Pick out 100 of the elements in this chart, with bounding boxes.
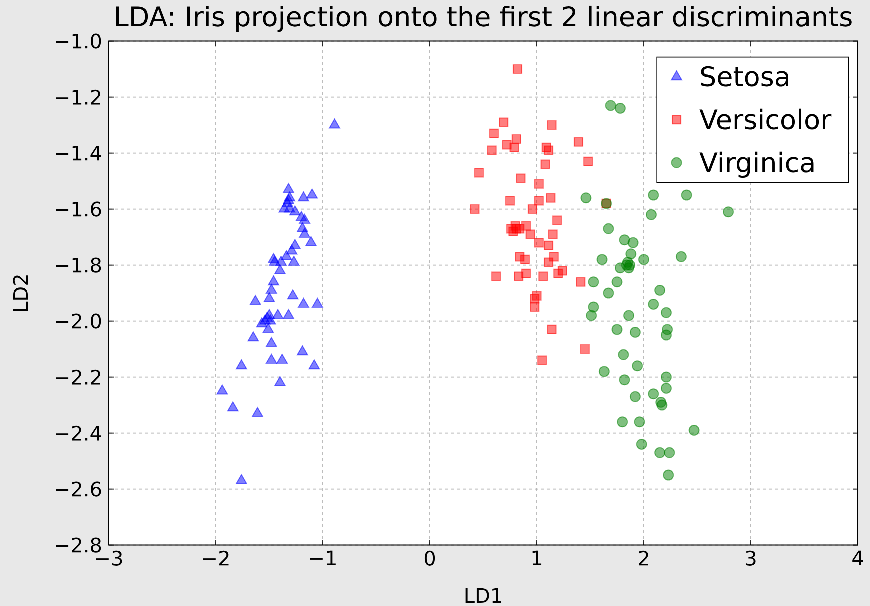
point: [624, 310, 635, 322]
point: [638, 254, 650, 266]
point: [660, 307, 672, 318]
point: [626, 248, 637, 260]
point: [603, 288, 614, 299]
point: [538, 272, 548, 282]
point: [470, 204, 480, 214]
point: [596, 254, 608, 266]
point: [266, 284, 278, 294]
point: [312, 298, 324, 308]
y-tick-label: −2.6: [56, 482, 102, 497]
point: [329, 118, 340, 129]
point: [274, 376, 286, 386]
point: [284, 192, 296, 202]
x-axis-title: LD1: [466, 588, 502, 603]
point: [520, 254, 530, 264]
y-tick-label: −1.6: [56, 202, 102, 217]
y-tick-label: −2.8: [56, 538, 102, 553]
point: [654, 285, 666, 296]
y-axis-title: LD2: [13, 276, 28, 311]
point: [598, 366, 610, 378]
x-tick-label: −2: [203, 550, 229, 566]
point: [492, 272, 502, 282]
point: [660, 383, 672, 394]
point: [538, 356, 548, 366]
point: [308, 360, 320, 370]
point: [654, 447, 666, 458]
point: [618, 349, 630, 360]
point: [530, 302, 540, 312]
point: [540, 160, 550, 170]
point: [306, 236, 317, 246]
point: [648, 388, 660, 400]
legend-label: Versicolor: [700, 108, 832, 130]
point: [264, 292, 276, 302]
point: [268, 276, 280, 286]
y-tick-label: −2.2: [56, 370, 100, 385]
point: [298, 192, 310, 202]
point: [617, 416, 628, 428]
point: [547, 120, 557, 130]
point: [648, 299, 660, 310]
legend-label: Setosa: [701, 66, 788, 87]
point: [283, 183, 294, 194]
point: [272, 309, 284, 320]
y-tick-label: −2.4: [56, 426, 102, 441]
point: [628, 237, 639, 248]
point: [499, 118, 509, 128]
x-tick-label: 4: [852, 550, 864, 566]
point: [512, 64, 523, 74]
point: [306, 188, 318, 199]
point: [547, 324, 557, 334]
point: [489, 128, 499, 138]
point: [283, 309, 294, 320]
point: [512, 134, 522, 144]
x-tick-label: 1: [532, 550, 542, 566]
point: [216, 384, 228, 395]
point: [266, 354, 278, 364]
point: [605, 100, 616, 112]
point: [296, 346, 308, 356]
point: [588, 276, 600, 288]
point: [660, 372, 672, 383]
point: [646, 209, 657, 220]
point: [648, 190, 660, 201]
point: [663, 470, 674, 481]
chart-title: LDA: Iris projection onto the first 2 linear discriminants: [116, 6, 852, 32]
legend-label: Virginica: [700, 152, 814, 178]
point: [510, 142, 520, 152]
point: [676, 251, 687, 262]
point: [632, 360, 644, 372]
point: [280, 250, 292, 260]
point: [681, 190, 692, 201]
point: [656, 400, 668, 411]
point: [299, 214, 311, 224]
point: [515, 224, 525, 234]
point: [664, 447, 676, 458]
point: [574, 137, 584, 147]
point: [552, 216, 562, 226]
point: [544, 258, 554, 268]
point: [474, 168, 484, 178]
point: [286, 244, 298, 255]
x-tick-label: −1: [310, 550, 336, 566]
y-tick-label: −1.4: [56, 146, 102, 161]
point: [250, 295, 262, 306]
point: [688, 425, 700, 436]
point: [586, 310, 598, 322]
point: [619, 374, 630, 386]
point: [287, 290, 299, 300]
point: [260, 314, 271, 325]
point: [534, 179, 544, 189]
point: [264, 309, 276, 320]
point: [236, 474, 248, 484]
point: [269, 256, 281, 266]
point: [576, 277, 586, 287]
point: [252, 407, 264, 418]
point: [248, 332, 260, 342]
point: [630, 327, 641, 338]
point: [274, 264, 286, 274]
point: [227, 402, 239, 412]
y-tick-label: −2.0: [56, 314, 102, 329]
point: [526, 230, 536, 240]
y-tick-label: −1.8: [56, 258, 102, 273]
